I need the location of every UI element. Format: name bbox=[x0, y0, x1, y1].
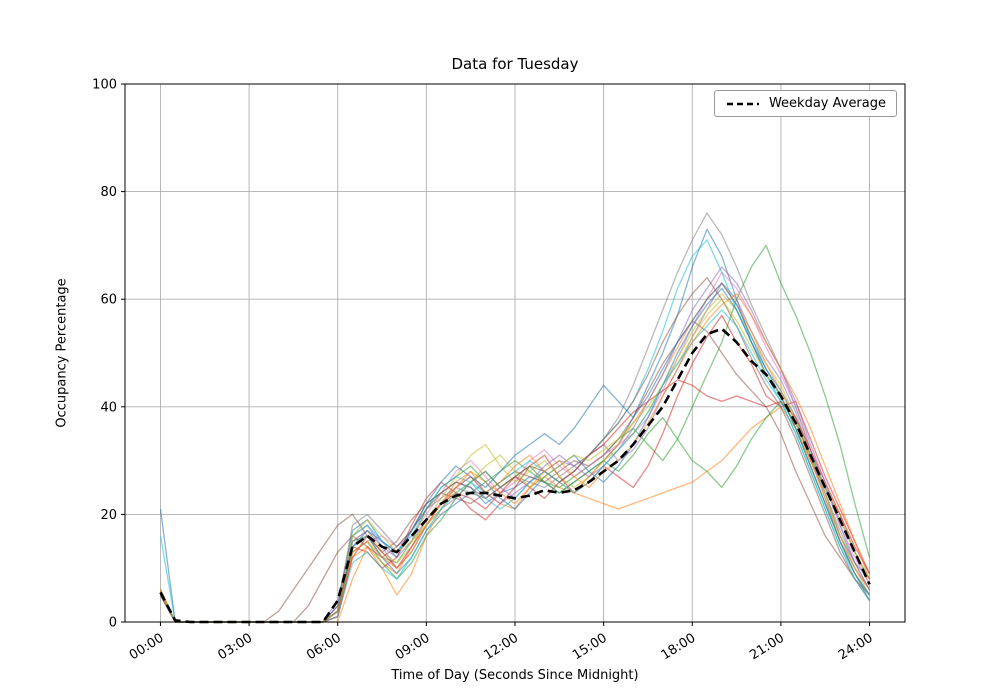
y-tick-label: 60 bbox=[100, 293, 117, 308]
legend-label: Weekday Average bbox=[768, 96, 886, 111]
x-tick-label: 03:00 bbox=[215, 631, 255, 664]
y-tick-label: 0 bbox=[109, 616, 117, 631]
y-tick-label: 40 bbox=[100, 400, 117, 415]
y-tick-label: 80 bbox=[100, 185, 117, 200]
x-tick-label: 15:00 bbox=[570, 631, 610, 664]
x-tick-label: 06:00 bbox=[304, 631, 344, 664]
average-line bbox=[159, 327, 871, 624]
y-tick-label: 100 bbox=[92, 78, 117, 93]
x-tick-label: 09:00 bbox=[393, 631, 433, 664]
y-axis-label: Occupancy Percentage bbox=[54, 278, 70, 428]
x-tick-label: 18:00 bbox=[659, 631, 699, 664]
x-tick-label: 12:00 bbox=[481, 631, 521, 664]
legend: Weekday Average bbox=[713, 90, 897, 117]
x-axis-label: Time of Day (Seconds Since Midnight) bbox=[391, 668, 639, 683]
x-tick-label: 21:00 bbox=[747, 631, 787, 664]
chart-title: Data for Tuesday bbox=[451, 55, 579, 73]
y-tick-label: 20 bbox=[100, 508, 117, 523]
x-tick-label: 00:00 bbox=[127, 631, 167, 664]
legend-dashed-line-sample bbox=[726, 102, 759, 105]
x-tick-label: 24:00 bbox=[836, 631, 876, 664]
